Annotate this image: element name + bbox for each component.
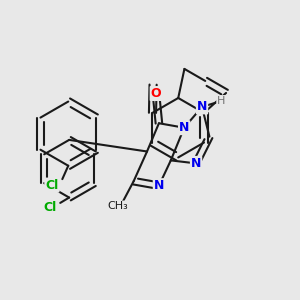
Text: Cl: Cl [44, 202, 57, 214]
Text: Cl: Cl [45, 178, 58, 192]
Text: N: N [197, 100, 207, 113]
Text: N: N [191, 157, 201, 170]
Text: CH₃: CH₃ [107, 202, 128, 212]
Text: H: H [217, 96, 226, 106]
Text: N: N [154, 179, 164, 192]
Text: O: O [151, 87, 161, 100]
Text: N: N [179, 121, 189, 134]
